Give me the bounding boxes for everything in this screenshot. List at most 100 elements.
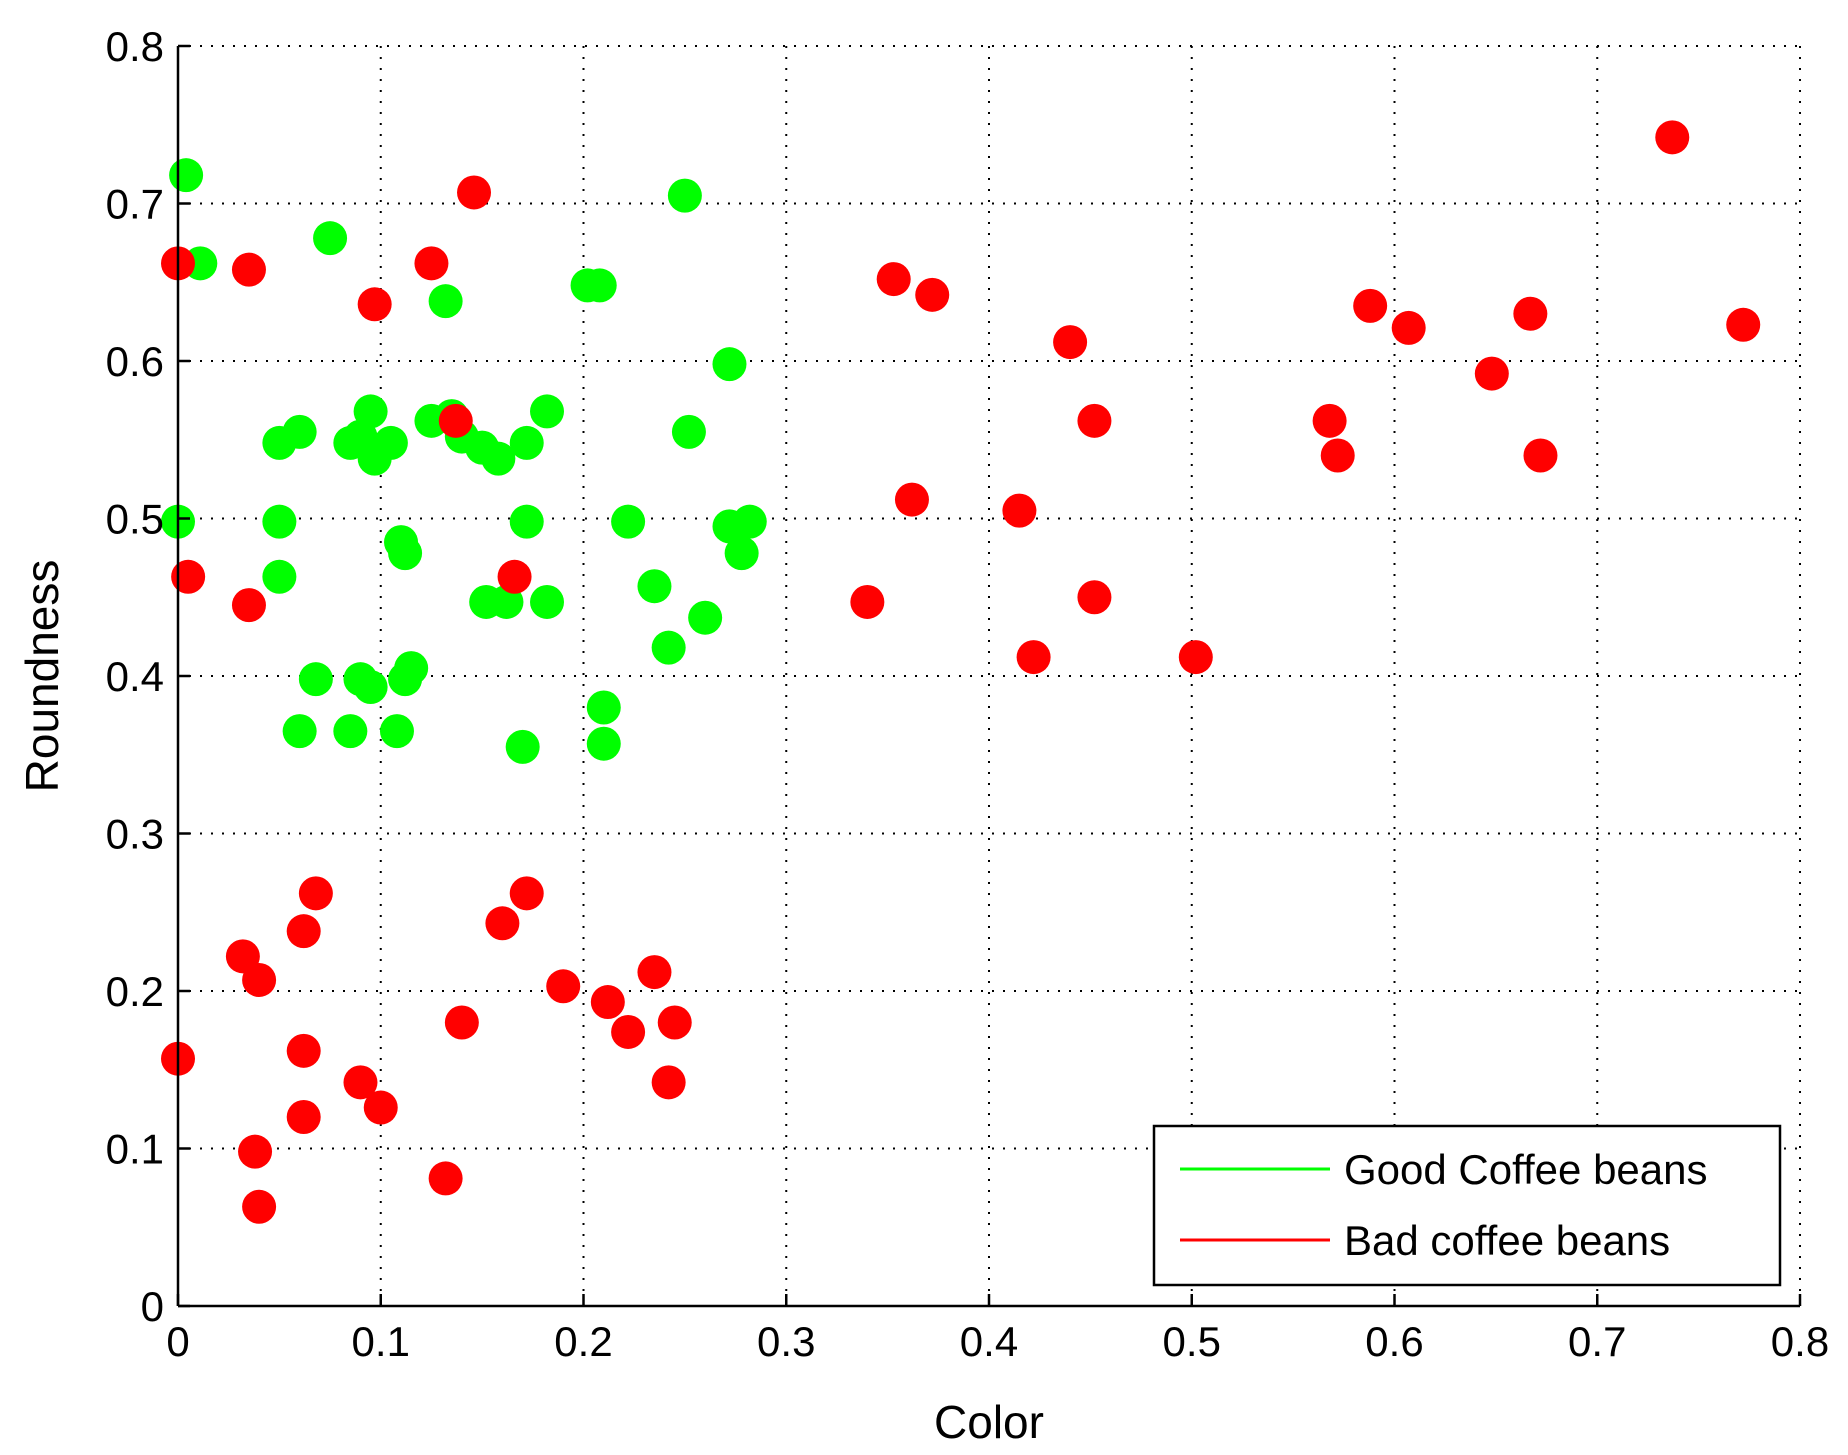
bad-bean-point — [1002, 493, 1037, 528]
bad-bean-point — [590, 985, 625, 1020]
bad-bean-point — [438, 403, 473, 438]
bad-bean-point — [171, 559, 206, 594]
bad-bean-point — [1178, 640, 1213, 675]
y-tick-label: 0.7 — [106, 181, 164, 228]
y-tick-label: 0.2 — [106, 968, 164, 1015]
good-bean-point — [667, 178, 702, 213]
y-tick-label: 0.5 — [106, 496, 164, 543]
bad-bean-point — [1016, 640, 1051, 675]
bad-bean-point — [1513, 296, 1548, 331]
bad-bean-point — [1391, 310, 1426, 345]
axes-frame — [176, 44, 1802, 1308]
good-bean-point — [586, 726, 621, 761]
y-tick-label: 0.8 — [106, 23, 164, 70]
good-bean-point — [313, 221, 348, 256]
good-bean-point — [394, 651, 429, 686]
bad-bean-point — [428, 1161, 463, 1196]
legend-label-good: Good Coffee beans — [1344, 1146, 1708, 1193]
bad-bean-point — [1474, 356, 1509, 391]
x-tick-label: 0.1 — [352, 1318, 410, 1365]
bad-bean-point — [1353, 288, 1388, 323]
y-tick-label: 0.4 — [106, 653, 164, 700]
x-tick-label: 0.2 — [554, 1318, 612, 1365]
data-points — [161, 120, 1761, 1224]
good-bean-point — [509, 504, 544, 539]
y-tick-labels: 0 0.1 0.2 0.3 0.4 0.5 0.6 0.7 0.8 — [106, 23, 164, 1330]
x-tick-label: 0.8 — [1771, 1318, 1829, 1365]
bad-bean-point — [414, 246, 449, 281]
good-bean-point — [333, 714, 368, 749]
bad-bean-point — [457, 175, 492, 210]
x-tick-label: 0 — [166, 1318, 189, 1365]
good-bean-point — [732, 504, 767, 539]
bad-bean-point — [1053, 325, 1088, 360]
series-bad-points — [161, 120, 1761, 1224]
legend-box — [1152, 1124, 1782, 1287]
y-axis-title: Roundness — [16, 560, 68, 793]
y-tick-label: 0.1 — [106, 1126, 164, 1173]
bad-bean-point — [231, 252, 266, 287]
good-bean-point — [712, 347, 747, 382]
good-bean-point — [582, 268, 617, 303]
x-tick-labels: 0 0.1 0.2 0.3 0.4 0.5 0.6 0.7 0.8 — [166, 1318, 1829, 1365]
bad-bean-point — [242, 962, 277, 997]
x-tick-label: 0.6 — [1365, 1318, 1423, 1365]
bad-bean-point — [1077, 403, 1112, 438]
bad-bean-point — [363, 1090, 398, 1125]
x-tick-label: 0.4 — [960, 1318, 1018, 1365]
x-tick-label: 0.3 — [757, 1318, 815, 1365]
bad-bean-point — [497, 559, 532, 594]
bad-bean-point — [1077, 580, 1112, 615]
good-bean-point — [688, 600, 723, 635]
good-bean-point — [262, 504, 297, 539]
good-bean-point — [282, 714, 317, 749]
bad-bean-point — [357, 287, 392, 322]
bad-bean-point — [444, 1005, 479, 1040]
bad-bean-point — [1523, 438, 1558, 473]
good-bean-point — [505, 729, 540, 764]
y-tick-label: 0.3 — [106, 811, 164, 858]
bad-bean-point — [915, 277, 950, 312]
bad-bean-point — [509, 876, 544, 911]
x-tick-label: 0.7 — [1568, 1318, 1626, 1365]
y-tick-label: 0 — [141, 1283, 164, 1330]
bad-bean-point — [850, 584, 885, 619]
good-bean-point — [724, 536, 759, 571]
bad-bean-point — [657, 1005, 692, 1040]
bad-bean-point — [1312, 403, 1347, 438]
bad-bean-point — [1655, 120, 1690, 155]
good-bean-point — [169, 158, 204, 193]
bad-bean-point — [637, 955, 672, 990]
good-bean-point — [530, 394, 565, 429]
bad-bean-point — [894, 482, 929, 517]
bad-bean-point — [286, 1033, 321, 1068]
good-bean-point — [481, 441, 516, 476]
x-tick-label: 0.5 — [1163, 1318, 1221, 1365]
good-bean-point — [637, 569, 672, 604]
bad-bean-point — [238, 1134, 273, 1169]
bad-bean-point — [876, 262, 911, 297]
good-bean-point — [353, 670, 388, 705]
bad-bean-point — [343, 1065, 378, 1100]
good-bean-point — [509, 425, 544, 460]
legend-label-bad: Bad coffee beans — [1344, 1217, 1670, 1264]
good-bean-point — [530, 584, 565, 619]
good-bean-point — [298, 662, 333, 697]
bad-bean-point — [1320, 438, 1355, 473]
bad-bean-point — [485, 906, 520, 941]
good-bean-point — [586, 690, 621, 725]
y-tick-label: 0.6 — [106, 338, 164, 385]
bad-bean-point — [1726, 307, 1761, 342]
bad-bean-point — [611, 1014, 646, 1049]
good-bean-point — [379, 714, 414, 749]
bad-bean-point — [651, 1065, 686, 1100]
bad-bean-point — [242, 1189, 277, 1224]
good-bean-point — [388, 536, 423, 571]
bad-bean-point — [231, 588, 266, 623]
good-bean-point — [428, 284, 463, 319]
good-bean-point — [262, 559, 297, 594]
good-bean-point — [373, 425, 408, 460]
legend: Good Coffee beans Bad coffee beans — [1152, 1124, 1782, 1287]
bad-bean-point — [546, 969, 581, 1004]
